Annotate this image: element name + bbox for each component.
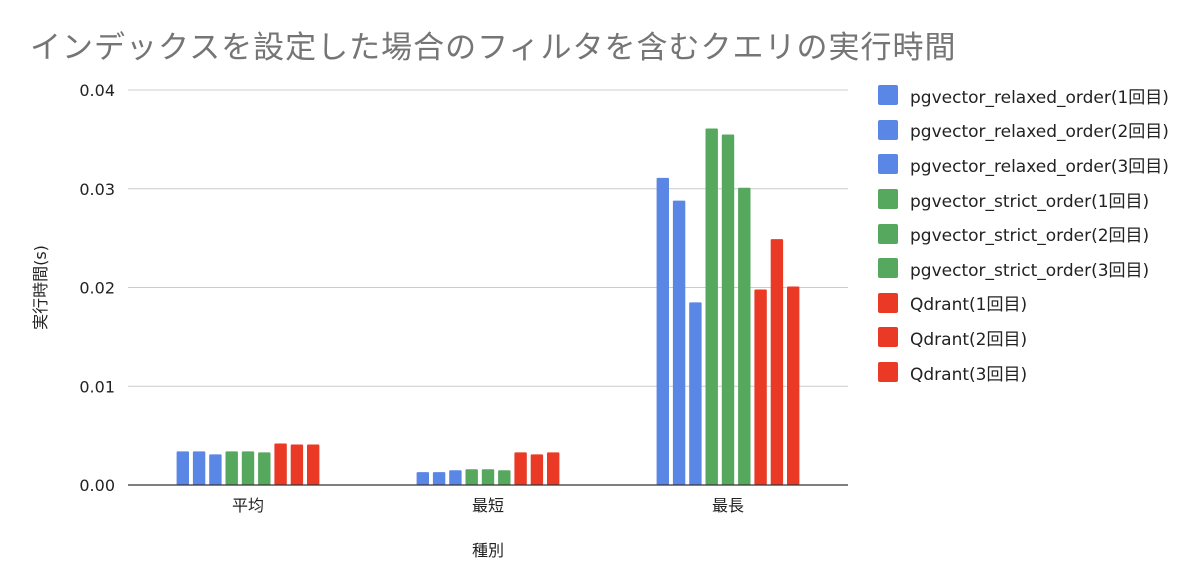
bar bbox=[449, 470, 462, 485]
y-tick-label: 0.04 bbox=[79, 81, 115, 100]
y-tick-labels: 0.00 0.01 0.02 0.03 0.04 bbox=[79, 81, 115, 495]
bar bbox=[225, 451, 238, 485]
x-tick-labels: 平均 最短 最長 bbox=[232, 496, 744, 515]
x-tick-label: 最長 bbox=[712, 496, 744, 515]
y-tick-label: 0.01 bbox=[79, 377, 115, 396]
bar bbox=[290, 444, 304, 485]
legend-item: Qdrant(3回目) bbox=[878, 355, 1169, 390]
bar bbox=[689, 302, 702, 485]
x-tick-label: 最短 bbox=[472, 496, 504, 515]
legend-item: pgvector_relaxed_order(1回目) bbox=[878, 78, 1169, 113]
legend-swatch bbox=[878, 154, 898, 175]
bars bbox=[176, 128, 800, 485]
chart-title: インデックスを設定した場合のフィルタを含むクエリの実行時間 bbox=[30, 30, 957, 66]
bar bbox=[705, 128, 718, 485]
y-tick-label: 0.02 bbox=[79, 279, 115, 298]
legend-swatch bbox=[878, 189, 898, 210]
bar bbox=[656, 177, 669, 485]
y-tick-label: 0.00 bbox=[79, 476, 115, 495]
legend-swatch bbox=[878, 85, 898, 106]
legend-label: Qdrant(3回目) bbox=[910, 364, 1028, 385]
x-tick-label: 平均 bbox=[232, 496, 264, 515]
bar bbox=[432, 472, 446, 485]
legend-item: pgvector_relaxed_order(2回目) bbox=[878, 113, 1169, 148]
bar bbox=[787, 286, 800, 485]
x-axis-label: 種別 bbox=[472, 541, 504, 560]
bar bbox=[192, 451, 206, 485]
bar bbox=[176, 451, 189, 485]
bar bbox=[672, 200, 686, 485]
bar bbox=[530, 454, 544, 485]
bar bbox=[514, 452, 527, 485]
bar bbox=[416, 472, 429, 485]
legend-label: pgvector_relaxed_order(3回目) bbox=[910, 156, 1169, 177]
legend-swatch bbox=[878, 223, 898, 244]
legend-swatch bbox=[878, 292, 898, 313]
bar bbox=[721, 134, 735, 485]
bar bbox=[307, 444, 320, 485]
bar bbox=[209, 454, 222, 485]
legend: pgvector_relaxed_order(1回目) pgvector_rela… bbox=[878, 78, 1169, 389]
bar bbox=[770, 239, 784, 485]
y-axis-label: 実行時間(s) bbox=[31, 245, 50, 330]
legend-label: pgvector_relaxed_order(2回目) bbox=[910, 122, 1169, 143]
legend-label: Qdrant(2回目) bbox=[910, 329, 1028, 350]
bar bbox=[547, 452, 560, 485]
legend-swatch bbox=[878, 258, 898, 279]
bar bbox=[498, 470, 511, 485]
legend-item: Qdrant(2回目) bbox=[878, 320, 1169, 355]
legend-item: pgvector_relaxed_order(3回目) bbox=[878, 147, 1169, 182]
legend-item: pgvector_strict_order(1回目) bbox=[878, 182, 1169, 217]
y-tick-label: 0.03 bbox=[79, 180, 115, 199]
bar bbox=[738, 187, 751, 485]
legend-swatch bbox=[878, 119, 898, 140]
legend-label: pgvector_strict_order(2回目) bbox=[910, 226, 1150, 247]
legend-swatch bbox=[878, 362, 898, 383]
legend-label: pgvector_relaxed_order(1回目) bbox=[910, 87, 1169, 108]
legend-label: pgvector_strict_order(1回目) bbox=[910, 191, 1150, 212]
legend-item: Qdrant(1回目) bbox=[878, 286, 1169, 321]
bar bbox=[481, 469, 495, 485]
bar bbox=[754, 289, 767, 485]
legend-item: pgvector_strict_order(3回目) bbox=[878, 251, 1169, 286]
bar bbox=[465, 469, 478, 485]
legend-label: pgvector_strict_order(3回目) bbox=[910, 260, 1150, 281]
legend-label: Qdrant(1回目) bbox=[910, 295, 1028, 316]
legend-item: pgvector_strict_order(2回目) bbox=[878, 216, 1169, 251]
bar bbox=[274, 443, 287, 485]
legend-swatch bbox=[878, 327, 898, 348]
bar bbox=[258, 452, 271, 485]
bar bbox=[241, 451, 255, 485]
